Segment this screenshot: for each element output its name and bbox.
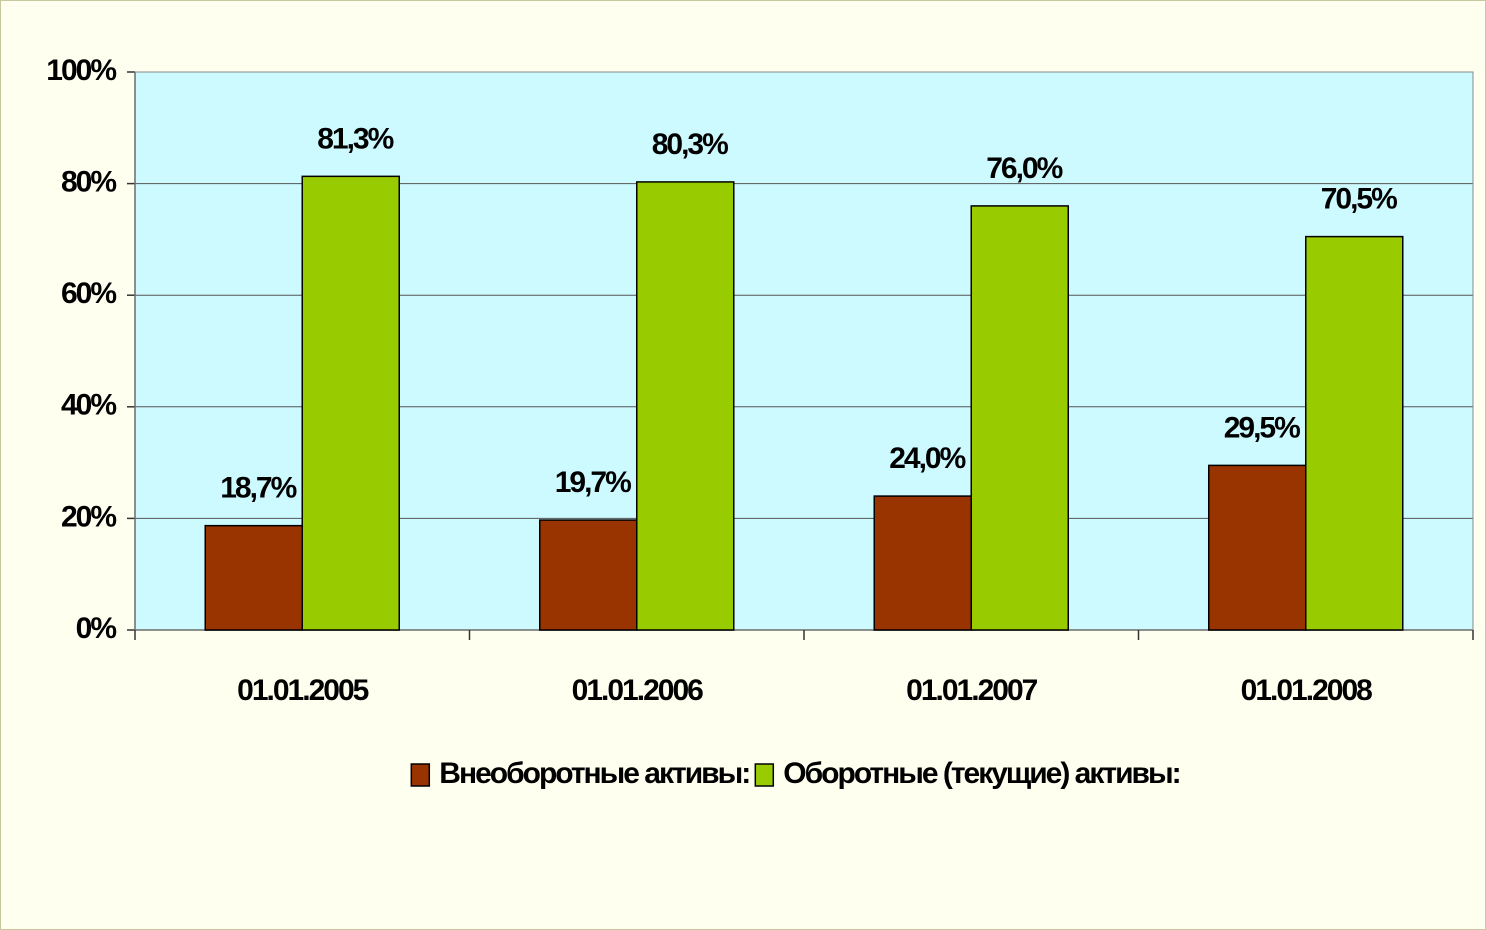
x-tick-label: 01.01.2006 [572, 674, 703, 707]
value-label: 81,3% [317, 122, 393, 155]
bar [204, 524, 303, 631]
y-tick-label: 60% [61, 277, 116, 310]
bar [636, 181, 735, 631]
y-tick-label: 40% [61, 389, 116, 422]
value-label: 76,0% [986, 152, 1062, 185]
value-label: 19,7% [555, 466, 631, 499]
y-tick-label: 0% [76, 612, 117, 645]
value-label: 70,5% [1321, 183, 1397, 216]
bar [1305, 235, 1404, 631]
legend-swatch [754, 763, 775, 787]
value-label: 29,5% [1224, 411, 1300, 444]
bar [873, 495, 972, 631]
bar [970, 205, 1070, 631]
legend-swatch [410, 763, 431, 787]
value-label: 24,0% [889, 442, 965, 475]
bar [301, 175, 401, 631]
value-label: 18,7% [220, 472, 296, 505]
y-tick-label: 100% [46, 54, 116, 87]
legend-label: Внеоборотные активы: [439, 757, 749, 790]
y-tick-label: 20% [61, 500, 116, 533]
x-tick-label: 01.01.2008 [1241, 674, 1372, 707]
x-tick-label: 01.01.2007 [906, 674, 1037, 707]
bar [1207, 464, 1307, 631]
value-label: 80,3% [652, 128, 728, 161]
y-tick-label: 80% [61, 166, 116, 199]
legend-label: Оборотные (текущие) активы: [783, 757, 1179, 790]
bar [538, 519, 638, 631]
x-tick-label: 01.01.2005 [237, 674, 368, 707]
